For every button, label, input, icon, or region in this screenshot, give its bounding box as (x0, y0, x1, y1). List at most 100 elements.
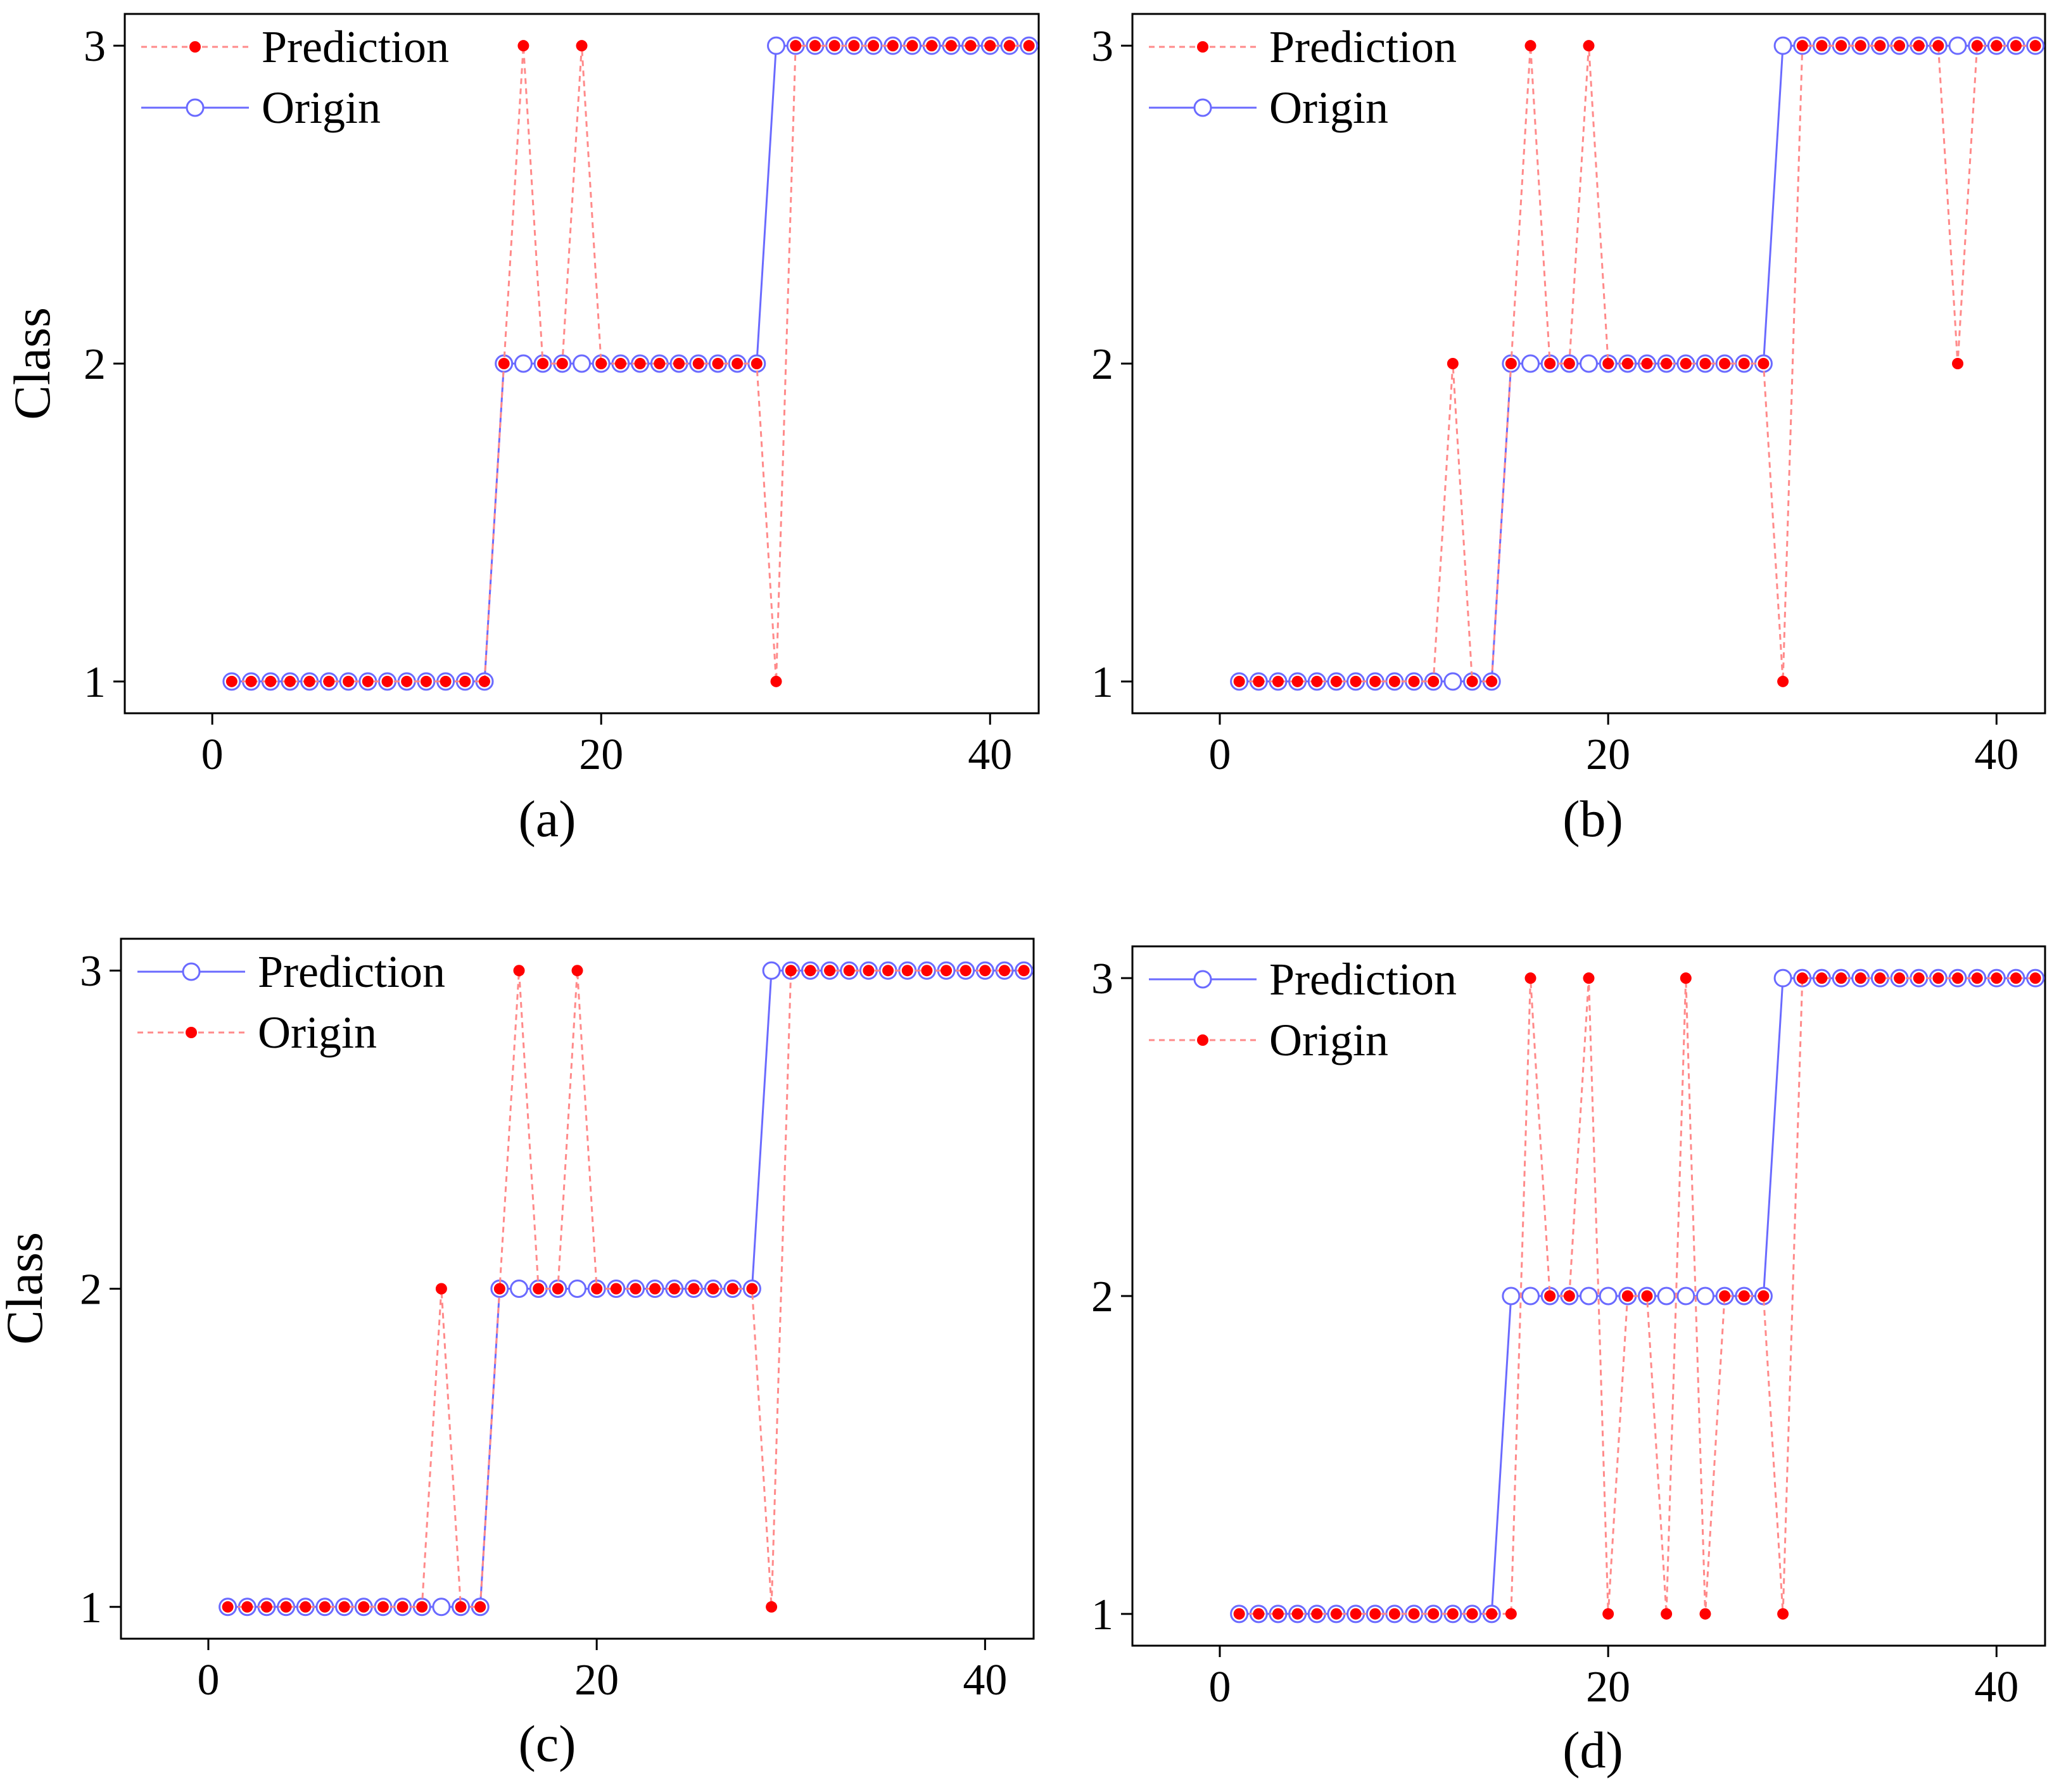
data-point-origin (1641, 1290, 1653, 1302)
data-point-origin (1369, 1608, 1381, 1620)
series-prediction (225, 40, 1035, 687)
data-point-origin (1311, 1608, 1323, 1620)
series-origin (222, 36, 1039, 691)
data-point-origin (1583, 972, 1595, 984)
data-point-origin (1773, 36, 1792, 55)
data-point-origin (1796, 972, 1808, 984)
data-point-origin (1952, 972, 1964, 984)
data-point-prediction (401, 675, 413, 687)
panel-b: 0 20 40 1 2 3 (b) Prediction Origin (1091, 13, 2046, 848)
data-point-origin (707, 1283, 719, 1295)
y-axis-label: Class (0, 1232, 53, 1345)
legend-label: Prediction (258, 946, 445, 997)
y-tick-label: 2 (1091, 340, 1113, 389)
data-point-prediction (1758, 358, 1770, 369)
data-point-prediction (1641, 358, 1653, 369)
data-point-prediction (1447, 358, 1459, 369)
x-tick-label: 0 (201, 730, 224, 779)
data-point-origin (610, 1283, 622, 1295)
data-point-origin (514, 354, 533, 373)
data-point-prediction (732, 358, 744, 369)
x-tick-label: 20 (1586, 1663, 1630, 1712)
y-tick-label: 1 (80, 1584, 102, 1632)
data-point-origin (1621, 1290, 1633, 1302)
data-point-origin (979, 965, 991, 977)
data-point-prediction (1676, 1287, 1695, 1306)
y-tick-label: 1 (1091, 1591, 1113, 1639)
data-point-prediction (692, 358, 704, 369)
data-point-prediction (576, 40, 588, 52)
data-point-prediction (1894, 40, 1906, 52)
data-point-origin (338, 1601, 350, 1613)
data-point-origin (300, 1601, 312, 1613)
data-point-origin (573, 354, 591, 373)
data-point-origin (319, 1601, 331, 1613)
series-prediction (1233, 40, 2041, 687)
data-point-prediction (343, 675, 355, 687)
data-point-origin (1948, 36, 1967, 55)
legend-label: Origin (1269, 82, 1388, 133)
legend-marker (186, 98, 205, 117)
data-point-prediction (868, 40, 880, 52)
data-point-prediction (1796, 40, 1808, 52)
data-point-origin (941, 965, 953, 977)
data-point-prediction (1524, 40, 1536, 52)
data-point-origin (591, 1283, 603, 1295)
data-point-prediction (1583, 40, 1595, 52)
data-point-origin (882, 965, 894, 977)
data-point-origin (804, 965, 816, 977)
legend: Prediction Origin (1149, 22, 1457, 133)
legend-label: Origin (258, 1007, 377, 1058)
data-point-origin (1932, 972, 1944, 984)
data-point-prediction (381, 675, 393, 687)
data-point-prediction (1991, 40, 2003, 52)
data-point-prediction (1695, 1287, 1714, 1306)
legend-label: Prediction (1269, 22, 1457, 72)
data-point-prediction (1816, 40, 1828, 52)
data-point-origin (1816, 972, 1828, 984)
panel-c: 0 20 40 1 2 3 Class (c) Prediction Origin (0, 937, 1035, 1772)
data-point-prediction (712, 358, 724, 369)
data-point-origin (474, 1601, 486, 1613)
data-point-origin (1466, 1608, 1478, 1620)
data-point-prediction (1874, 40, 1886, 52)
data-point-prediction (1272, 675, 1284, 687)
data-point-prediction (1657, 1287, 1676, 1306)
y-tick-label: 3 (84, 22, 106, 71)
y-tick-label: 3 (1091, 22, 1113, 71)
data-point-prediction (1544, 358, 1556, 369)
y-tick-label: 2 (1091, 1273, 1113, 1321)
data-point-prediction (537, 358, 549, 369)
data-point-prediction (303, 675, 315, 687)
data-point-prediction (440, 675, 452, 687)
data-point-origin (1443, 672, 1462, 691)
data-point-origin (1350, 1608, 1362, 1620)
y-tick-label: 2 (84, 340, 106, 389)
data-point-origin (1580, 354, 1598, 373)
data-point-prediction (556, 358, 568, 369)
data-point-origin (1874, 972, 1886, 984)
y-axis-label: Class (3, 307, 61, 420)
panel-a: 0 20 40 1 2 3 Class (a) Prediction Origin (3, 13, 1040, 848)
data-point-prediction (1680, 358, 1692, 369)
legend-marker (1193, 98, 1212, 117)
data-point-prediction (1599, 1287, 1618, 1306)
data-point-origin (2010, 972, 2022, 984)
data-point-prediction (887, 40, 899, 52)
data-point-origin (1680, 972, 1692, 984)
data-point-prediction (906, 40, 918, 52)
data-point-origin (1563, 1290, 1575, 1302)
data-point-origin (1447, 1608, 1459, 1620)
data-point-prediction (478, 675, 490, 687)
data-point-origin (1505, 1608, 1517, 1620)
legend-marker (186, 1027, 197, 1038)
data-point-origin (824, 965, 836, 977)
data-point-origin (668, 1283, 680, 1295)
data-point-origin (1777, 1608, 1789, 1620)
data-point-prediction (1330, 675, 1342, 687)
data-point-origin (280, 1601, 292, 1613)
data-point-prediction (809, 40, 821, 52)
data-point-origin (1661, 1608, 1673, 1620)
legend-marker (182, 962, 201, 981)
data-point-prediction (762, 961, 781, 980)
